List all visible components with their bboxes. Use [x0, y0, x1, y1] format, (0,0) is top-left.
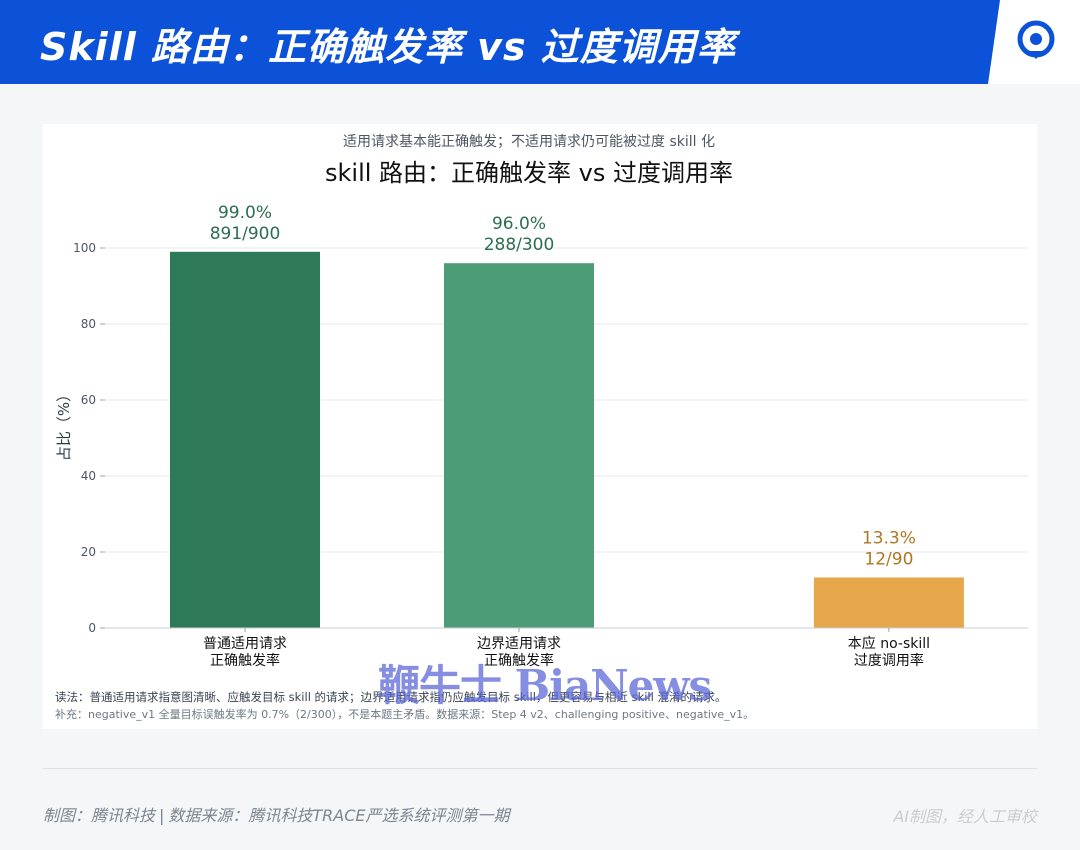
chart-note-2: 补充：negative_v1 全量目标误触发率为 0.7%（2/300），不是本…	[55, 707, 754, 721]
footer-credit: 制图：腾讯科技 | 数据来源：腾讯科技TRACE严选系统评测第一期	[43, 802, 510, 826]
x-category-label: 普通适用请求	[203, 636, 287, 652]
header-bar	[0, 0, 1000, 84]
footer-divider	[43, 768, 1037, 769]
y-tick-label: 20	[81, 545, 96, 559]
bar-count-label: 891/900	[210, 224, 281, 244]
y-tick-label: 60	[81, 393, 96, 407]
x-category-label: 本应 no-skill	[848, 635, 930, 652]
watermark: 鞭牛士 BiaNews	[378, 661, 712, 710]
x-category-label: 边界适用请求	[477, 636, 561, 652]
y-tick-label: 40	[81, 469, 96, 483]
bar	[813, 577, 964, 628]
bars: 99.0%891/900 96.0%288/300 13.3%12/90	[170, 203, 964, 629]
chart-subtitle: 适用请求基本能正确触发；不适用请求仍可能被过度 skill 化	[343, 133, 715, 150]
chart-card: 适用请求基本能正确触发；不适用请求仍可能被过度 skill 化 skill 路由…	[43, 124, 1037, 729]
page-title: Skill 路由：正确触发率 vs 过度调用率	[40, 25, 736, 69]
bar-chart: 适用请求基本能正确触发；不适用请求仍可能被过度 skill 化 skill 路由…	[55, 133, 1028, 721]
chart-title: skill 路由：正确触发率 vs 过度调用率	[325, 159, 733, 187]
y-axis-ticks: 0 20 40 60 80 100	[73, 241, 105, 635]
y-axis-label: 占比（%）	[55, 387, 73, 461]
y-tick-label: 0	[88, 621, 96, 635]
y-tick-label: 80	[81, 317, 96, 331]
x-category-sublabel: 过度调用率	[854, 652, 924, 669]
tencent-tech-logo-icon	[1017, 20, 1055, 59]
x-category-sublabel: 正确触发率	[484, 652, 554, 669]
footer-ai-note: AI制图，经人工审校	[893, 807, 1037, 826]
bar	[170, 251, 320, 629]
bar-count-label: 288/300	[484, 235, 555, 255]
bar-count-label: 12/90	[864, 549, 913, 569]
bar	[444, 263, 594, 628]
header: Skill 路由：正确触发率 vs 过度调用率	[0, 0, 1080, 84]
bar-value-label: 13.3%	[862, 528, 916, 548]
bar-value-label: 99.0%	[218, 203, 272, 223]
footer-data-source: 数据来源：腾讯科技TRACE严选系统评测第一期	[168, 806, 510, 825]
footer-separator: |	[159, 806, 165, 825]
x-category-sublabel: 正确触发率	[210, 652, 280, 669]
y-tick-label: 100	[73, 241, 96, 255]
bar-value-label: 96.0%	[492, 214, 546, 234]
chart-note-1: 读法：普通适用请求指意图清晰、应触发目标 skill 的请求；边界适用请求指仍应…	[55, 690, 726, 704]
footer-chart-credit: 制图：腾讯科技	[43, 806, 156, 825]
